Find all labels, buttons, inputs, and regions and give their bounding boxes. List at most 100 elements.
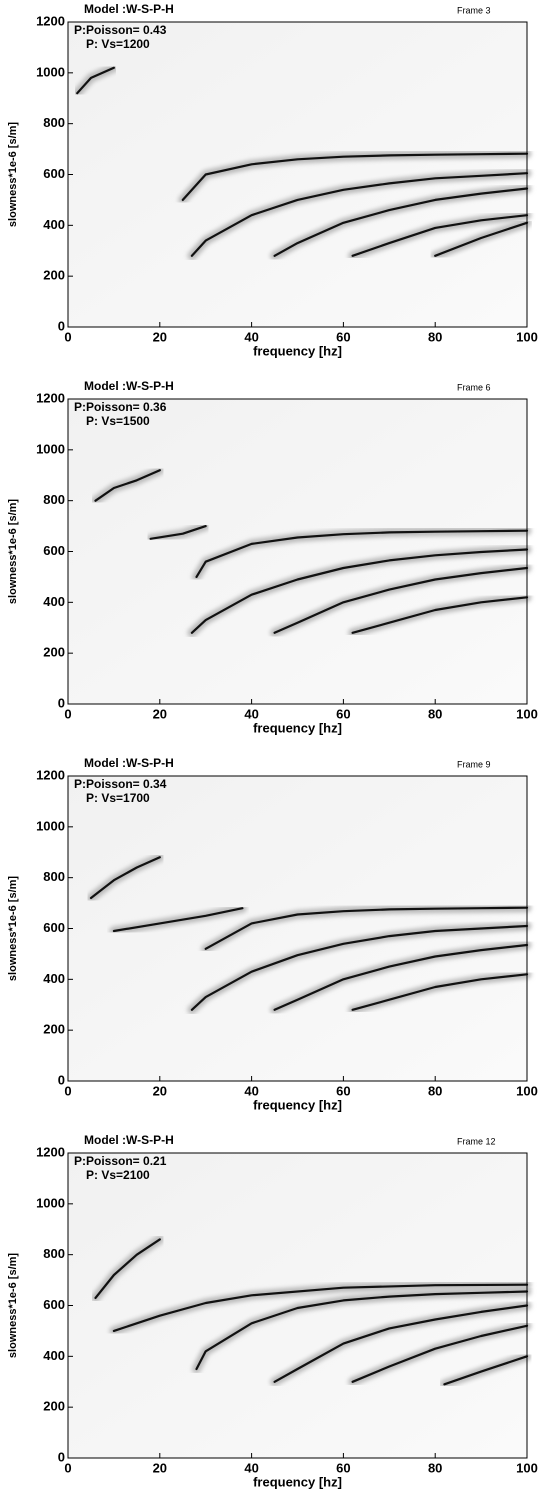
annotation: P: Vs=1700 bbox=[86, 791, 150, 805]
x-tick-label: 80 bbox=[428, 706, 442, 721]
frame-label: Frame 12 bbox=[457, 1136, 496, 1146]
y-tick-label: 400 bbox=[43, 971, 65, 986]
mode-curve bbox=[76, 66, 115, 95]
x-tick-label: 20 bbox=[153, 329, 167, 344]
y-tick-label: 0 bbox=[58, 695, 65, 710]
y-axis-label: slowness*1e-6 [s/m] bbox=[7, 1253, 19, 1358]
x-tick-label: 80 bbox=[428, 1083, 442, 1098]
annotation: P:Poisson= 0.36 bbox=[74, 400, 167, 414]
x-tick-label: 20 bbox=[153, 1083, 167, 1098]
frame-label: Frame 9 bbox=[457, 759, 491, 769]
panel: Model :W-S-P-H Frame 3 P:Poisson= 0.43P: V… bbox=[7, 2, 538, 358]
x-axis-label: frequency [hz] bbox=[253, 1474, 342, 1489]
x-tick-label: 0 bbox=[64, 1460, 71, 1475]
y-tick-label: 200 bbox=[43, 268, 65, 283]
y-tick-label: 1000 bbox=[36, 64, 65, 79]
y-axis-label: slowness*1e-6 [s/m] bbox=[7, 876, 19, 981]
frame-label: Frame 3 bbox=[457, 5, 491, 15]
x-tick-label: 0 bbox=[64, 1083, 71, 1098]
x-tick-label: 100 bbox=[516, 329, 538, 344]
chart-title: Model :W-S-P-H bbox=[84, 756, 174, 770]
x-tick-label: 40 bbox=[244, 706, 258, 721]
x-tick-label: 60 bbox=[336, 1083, 350, 1098]
panel: Model :W-S-P-H Frame 6 P:Poisson= 0.36P: V… bbox=[7, 379, 538, 735]
mode-curve bbox=[190, 924, 529, 1011]
mode-curve bbox=[351, 973, 529, 1011]
x-axis-label: frequency [hz] bbox=[253, 1097, 342, 1112]
mode-curve bbox=[351, 1324, 529, 1383]
mode-curve bbox=[273, 1304, 529, 1383]
y-tick-label: 200 bbox=[43, 1022, 65, 1037]
x-tick-label: 60 bbox=[336, 706, 350, 721]
x-tick-label: 100 bbox=[516, 1083, 538, 1098]
y-tick-label: 200 bbox=[43, 645, 65, 660]
y-tick-label: 0 bbox=[58, 1449, 65, 1464]
x-tick-label: 40 bbox=[244, 1460, 258, 1475]
y-tick-label: 600 bbox=[43, 1297, 65, 1312]
mode-curve bbox=[443, 1355, 529, 1386]
y-axis-label: slowness*1e-6 [s/m] bbox=[7, 499, 19, 604]
x-tick-label: 80 bbox=[428, 329, 442, 344]
y-tick-label: 400 bbox=[43, 217, 65, 232]
mode-curve bbox=[94, 1238, 161, 1299]
chart-title: Model :W-S-P-H bbox=[84, 1133, 174, 1147]
mode-curve bbox=[89, 856, 161, 900]
panel: Model :W-S-P-H Frame 12 P:Poisson= 0.21P: … bbox=[7, 1133, 538, 1489]
x-tick-label: 40 bbox=[244, 329, 258, 344]
y-tick-label: 600 bbox=[43, 543, 65, 558]
y-tick-label: 1200 bbox=[36, 767, 65, 782]
y-tick-label: 400 bbox=[43, 594, 65, 609]
mode-curve bbox=[149, 525, 207, 540]
y-tick-label: 1200 bbox=[36, 1144, 65, 1159]
annotation: P: Vs=2100 bbox=[86, 1168, 150, 1182]
y-tick-label: 800 bbox=[43, 115, 65, 130]
y-axis-label: slowness*1e-6 [s/m] bbox=[7, 122, 19, 227]
x-tick-label: 80 bbox=[428, 1460, 442, 1475]
panel: Model :W-S-P-H Frame 9 P:Poisson= 0.34P: V… bbox=[7, 756, 538, 1112]
mode-curve bbox=[273, 566, 529, 634]
mode-curve bbox=[195, 529, 529, 578]
x-tick-label: 20 bbox=[153, 1460, 167, 1475]
x-tick-label: 0 bbox=[64, 706, 71, 721]
mode-curve bbox=[94, 469, 161, 502]
annotation: P:Poisson= 0.34 bbox=[74, 777, 167, 791]
mode-curve bbox=[204, 906, 529, 950]
mode-curve bbox=[190, 548, 529, 634]
x-tick-label: 60 bbox=[336, 1460, 350, 1475]
y-tick-label: 1000 bbox=[36, 441, 65, 456]
y-tick-label: 1200 bbox=[36, 390, 65, 405]
y-tick-label: 1000 bbox=[36, 1195, 65, 1210]
mode-curve bbox=[112, 907, 244, 933]
x-axis-label: frequency [hz] bbox=[253, 720, 342, 735]
annotation: P:Poisson= 0.21 bbox=[74, 1154, 167, 1168]
mode-curve bbox=[273, 187, 529, 257]
annotation: P: Vs=1200 bbox=[86, 37, 150, 51]
mode-curve bbox=[351, 214, 529, 257]
annotation: P:Poisson= 0.43 bbox=[74, 23, 167, 37]
y-tick-label: 800 bbox=[43, 1246, 65, 1261]
mode-curve bbox=[273, 943, 529, 1011]
y-tick-label: 1000 bbox=[36, 818, 65, 833]
y-tick-label: 200 bbox=[43, 1399, 65, 1414]
chart-title: Model :W-S-P-H bbox=[84, 379, 174, 393]
mode-curve bbox=[112, 1283, 529, 1332]
x-tick-label: 40 bbox=[244, 1083, 258, 1098]
x-tick-label: 60 bbox=[336, 329, 350, 344]
y-tick-label: 800 bbox=[43, 869, 65, 884]
y-tick-label: 1200 bbox=[36, 13, 65, 28]
chart-title: Model :W-S-P-H bbox=[84, 2, 174, 16]
y-tick-label: 0 bbox=[58, 1072, 65, 1087]
mode-curve bbox=[195, 1290, 529, 1371]
mode-curve bbox=[190, 172, 529, 257]
x-tick-label: 20 bbox=[153, 706, 167, 721]
mode-curve bbox=[181, 152, 529, 201]
x-axis-label: frequency [hz] bbox=[253, 343, 342, 358]
mode-curve bbox=[434, 221, 529, 257]
y-tick-label: 400 bbox=[43, 1348, 65, 1363]
mode-curve bbox=[351, 596, 529, 634]
x-tick-label: 100 bbox=[516, 1460, 538, 1475]
y-tick-label: 800 bbox=[43, 492, 65, 507]
x-tick-label: 100 bbox=[516, 706, 538, 721]
